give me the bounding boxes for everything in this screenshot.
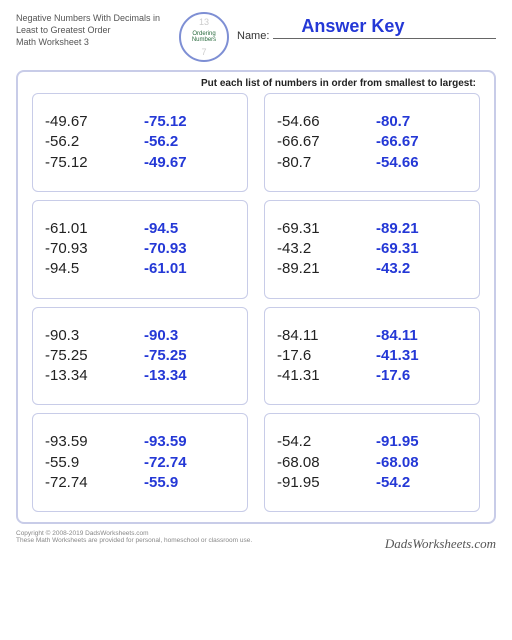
answer-value: -55.9 bbox=[144, 473, 235, 493]
answer-value: -69.31 bbox=[376, 239, 467, 259]
answer-value: -68.08 bbox=[376, 453, 467, 473]
answer-value: -94.5 bbox=[144, 219, 235, 239]
name-area: Name: Answer Key bbox=[237, 12, 496, 62]
answer-col: -90.3-75.25-13.34 bbox=[144, 326, 235, 387]
title-l2: Least to Greatest Order bbox=[16, 24, 171, 36]
title-l1: Negative Numbers With Decimals in bbox=[16, 12, 171, 24]
given-col: -93.59-55.9-72.74 bbox=[45, 432, 136, 493]
answer-value: -17.6 bbox=[376, 366, 467, 386]
worksheet-page: Negative Numbers With Decimals in Least … bbox=[0, 0, 512, 640]
given-value: -17.6 bbox=[277, 346, 368, 366]
footer: Copyright © 2008-2019 DadsWorksheets.com… bbox=[16, 530, 496, 552]
answer-value: -66.67 bbox=[376, 132, 467, 152]
given-col: -54.66-66.67-80.7 bbox=[277, 112, 368, 173]
badge-top: 13 bbox=[199, 17, 209, 27]
problem-cell: -90.3-75.25-13.34-90.3-75.25-13.34 bbox=[32, 307, 248, 406]
answer-value: -13.34 bbox=[144, 366, 235, 386]
given-value: -41.31 bbox=[277, 366, 368, 386]
header: Negative Numbers With Decimals in Least … bbox=[16, 12, 496, 62]
given-value: -55.9 bbox=[45, 453, 136, 473]
problem-cell: -84.11-17.6-41.31-84.11-41.31-17.6 bbox=[264, 307, 480, 406]
given-col: -49.67-56.2-75.12 bbox=[45, 112, 136, 173]
answer-value: -72.74 bbox=[144, 453, 235, 473]
problem-cell: -93.59-55.9-72.74-93.59-72.74-55.9 bbox=[32, 413, 248, 512]
given-value: -70.93 bbox=[45, 239, 136, 259]
answer-value: -56.2 bbox=[144, 132, 235, 152]
given-col: -84.11-17.6-41.31 bbox=[277, 326, 368, 387]
badge-label: OrderingNumbers bbox=[192, 31, 216, 43]
answer-value: -41.31 bbox=[376, 346, 467, 366]
problem-cell: -69.31-43.2-89.21-89.21-69.31-43.2 bbox=[264, 200, 480, 299]
answer-key-text: Answer Key bbox=[301, 16, 404, 37]
name-label: Name: bbox=[237, 30, 269, 42]
title-l3: Math Worksheet 3 bbox=[16, 36, 171, 48]
answer-value: -84.11 bbox=[376, 326, 467, 346]
given-value: -66.67 bbox=[277, 132, 368, 152]
answer-value: -91.95 bbox=[376, 432, 467, 452]
answer-value: -43.2 bbox=[376, 259, 467, 279]
answer-col: -94.5-70.93-61.01 bbox=[144, 219, 235, 280]
title-block: Negative Numbers With Decimals in Least … bbox=[16, 12, 171, 62]
answer-value: -90.3 bbox=[144, 326, 235, 346]
answer-col: -93.59-72.74-55.9 bbox=[144, 432, 235, 493]
given-value: -54.2 bbox=[277, 432, 368, 452]
answer-value: -75.12 bbox=[144, 112, 235, 132]
given-value: -93.59 bbox=[45, 432, 136, 452]
answer-value: -70.93 bbox=[144, 239, 235, 259]
given-value: -75.25 bbox=[45, 346, 136, 366]
answer-value: -54.66 bbox=[376, 153, 467, 173]
given-value: -94.5 bbox=[45, 259, 136, 279]
given-value: -80.7 bbox=[277, 153, 368, 173]
answer-value: -61.01 bbox=[144, 259, 235, 279]
badge-bot: 7 bbox=[201, 47, 206, 57]
problem-cell: -61.01-70.93-94.5-94.5-70.93-61.01 bbox=[32, 200, 248, 299]
answer-col: -84.11-41.31-17.6 bbox=[376, 326, 467, 387]
main-box: Put each list of numbers in order from s… bbox=[16, 70, 496, 524]
given-value: -56.2 bbox=[45, 132, 136, 152]
given-col: -69.31-43.2-89.21 bbox=[277, 219, 368, 280]
given-value: -68.08 bbox=[277, 453, 368, 473]
given-value: -54.66 bbox=[277, 112, 368, 132]
answer-col: -89.21-69.31-43.2 bbox=[376, 219, 467, 280]
given-value: -43.2 bbox=[277, 239, 368, 259]
instructions: Put each list of numbers in order from s… bbox=[32, 78, 480, 89]
given-value: -72.74 bbox=[45, 473, 136, 493]
given-value: -75.12 bbox=[45, 153, 136, 173]
answer-col: -80.7-66.67-54.66 bbox=[376, 112, 467, 173]
problem-grid: -49.67-56.2-75.12-75.12-56.2-49.67-54.66… bbox=[32, 93, 480, 512]
badge-icon: 13 OrderingNumbers 7 bbox=[179, 12, 229, 62]
answer-value: -54.2 bbox=[376, 473, 467, 493]
given-value: -90.3 bbox=[45, 326, 136, 346]
answer-value: -75.25 bbox=[144, 346, 235, 366]
given-value: -13.34 bbox=[45, 366, 136, 386]
answer-value: -49.67 bbox=[144, 153, 235, 173]
given-value: -69.31 bbox=[277, 219, 368, 239]
problem-cell: -54.2-68.08-91.95-91.95-68.08-54.2 bbox=[264, 413, 480, 512]
problem-cell: -49.67-56.2-75.12-75.12-56.2-49.67 bbox=[32, 93, 248, 192]
given-value: -91.95 bbox=[277, 473, 368, 493]
given-value: -49.67 bbox=[45, 112, 136, 132]
given-value: -89.21 bbox=[277, 259, 368, 279]
answer-value: -93.59 bbox=[144, 432, 235, 452]
given-col: -61.01-70.93-94.5 bbox=[45, 219, 136, 280]
name-underline: Answer Key bbox=[273, 38, 496, 39]
answer-col: -75.12-56.2-49.67 bbox=[144, 112, 235, 173]
answer-value: -89.21 bbox=[376, 219, 467, 239]
given-value: -84.11 bbox=[277, 326, 368, 346]
given-col: -90.3-75.25-13.34 bbox=[45, 326, 136, 387]
answer-value: -80.7 bbox=[376, 112, 467, 132]
problem-cell: -54.66-66.67-80.7-80.7-66.67-54.66 bbox=[264, 93, 480, 192]
given-value: -61.01 bbox=[45, 219, 136, 239]
given-col: -54.2-68.08-91.95 bbox=[277, 432, 368, 493]
answer-col: -91.95-68.08-54.2 bbox=[376, 432, 467, 493]
